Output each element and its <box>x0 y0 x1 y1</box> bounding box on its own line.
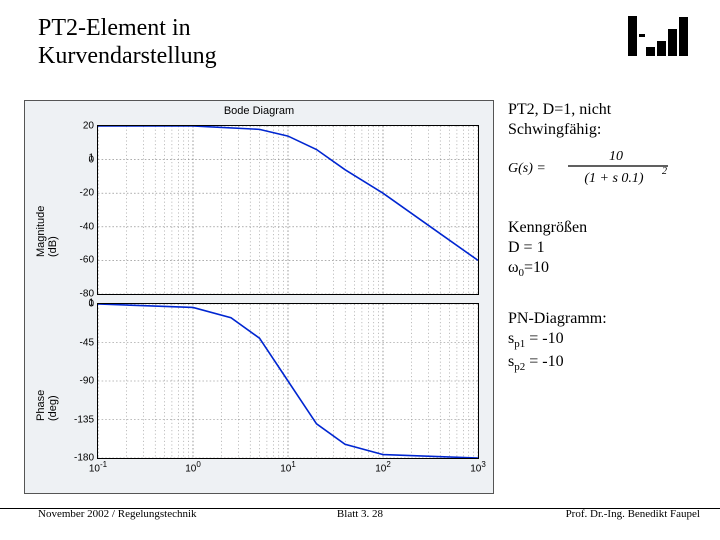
b2-l3-pre: ω <box>508 259 519 276</box>
b2-l1: Kenngrößen <box>508 219 587 236</box>
magnitude-ylabel: Magnitude (dB) <box>35 237 59 257</box>
svg-text:G(s) =: G(s) = <box>508 161 546 176</box>
slide-title: PT2-Element in Kurvendarstellung <box>38 14 217 71</box>
transfer-function: G(s) = 10 (1 + s 0.1) 2 <box>508 146 706 190</box>
b3-l3-sub: p2 <box>514 361 525 373</box>
b3-l3-post: = -10 <box>525 353 563 370</box>
b2-l3-post: =10 <box>524 259 549 276</box>
phase-ylabel: Phase (deg) <box>35 401 59 421</box>
bode-title: Bode Diagram <box>25 105 493 117</box>
block-3: PN-Diagramm: sp1 = -10 sp2 = -10 <box>508 309 706 375</box>
title-line-1: PT2-Element in <box>38 15 191 41</box>
b1-l1: PT2, D=1, nicht <box>508 101 611 118</box>
svg-text:2: 2 <box>662 166 667 177</box>
slide-footer: November 2002 / Regelungstechnik Blatt 3… <box>0 508 720 530</box>
block-2: Kenngrößen D = 1 ω0=10 <box>508 218 706 281</box>
htm-logo <box>628 16 690 60</box>
b3-l1: PN-Diagramm: <box>508 310 607 327</box>
b3-l2-sub: p1 <box>514 338 525 350</box>
b3-l2-post: = -10 <box>525 330 563 347</box>
footer-right: Prof. Dr.-Ing. Benedikt Faupel <box>566 508 700 520</box>
magnitude-panel: -80-60-40-200201 <box>97 125 479 295</box>
svg-text:(1 + s 0.1): (1 + s 0.1) <box>584 171 644 186</box>
b2-l2: D = 1 <box>508 239 545 256</box>
svg-text:10: 10 <box>609 149 623 164</box>
phase-panel: -180-135-90-450110-1100101102103 <box>97 303 479 459</box>
b1-l2: Schwingfähig: <box>508 121 601 138</box>
block-1: PT2, D=1, nicht Schwingfähig: G(s) = 10 … <box>508 100 706 190</box>
right-annotations: PT2, D=1, nicht Schwingfähig: G(s) = 10 … <box>508 100 706 391</box>
bode-diagram: Bode Diagram -80-60-40-200201 Magnitude … <box>24 100 494 494</box>
title-line-2: Kurvendarstellung <box>38 43 217 69</box>
